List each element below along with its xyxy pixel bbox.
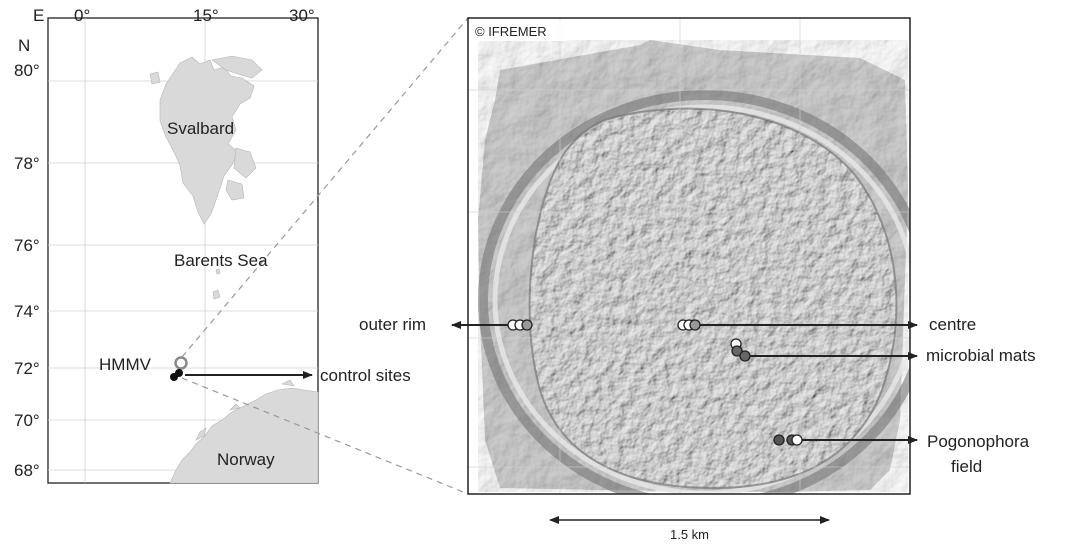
latitude-axis-letter: N [18, 36, 31, 55]
scale-label: 1.5 km [670, 527, 710, 542]
hmmv-marker [174, 356, 188, 370]
outer-rim-label: outer rim [359, 315, 427, 334]
bathymetry-map [451, 17, 918, 524]
lat-tick-76: 76° [14, 236, 40, 255]
lat-tick-72: 72° [14, 359, 40, 378]
hmmv-label: HMMV [99, 355, 151, 374]
control-site-dot-2 [175, 369, 183, 377]
zoom-connector-bottom [181, 377, 469, 495]
lat-tick-78: 78° [14, 154, 40, 173]
lat-tick-70: 70° [14, 411, 40, 430]
lon-tick-0: 0° [74, 6, 91, 25]
zoom-connector-top [181, 17, 469, 358]
lat-tick-74: 74° [14, 302, 40, 321]
svalbard-landmass [149, 55, 263, 225]
pogonophora-markers [773, 434, 803, 446]
pogonophora-label-line1: Pogonophora [927, 432, 1030, 451]
norway-landmass [169, 379, 319, 484]
longitude-axis-letter: E [33, 6, 45, 25]
lat-tick-68: 68° [14, 461, 40, 480]
lat-tick-80: 80° [14, 61, 40, 80]
bathymetry-relief [468, 18, 910, 494]
bathymetry-map-frame [467, 17, 911, 495]
bear-island [212, 268, 221, 300]
centre-markers [677, 319, 701, 331]
microbial-mats-label: microbial mats [926, 346, 1036, 365]
bathymetry-grid [468, 18, 910, 494]
svalbard-label: Svalbard [167, 119, 235, 138]
microbial-mats-markers [730, 338, 751, 362]
overview-map [47, 17, 319, 484]
control-sites-label: control sites [320, 366, 411, 385]
centre-label: centre [929, 315, 977, 334]
pogonophora-label-line2: field [951, 457, 983, 476]
ifremer-credit: © IFREMER [475, 24, 547, 39]
lon-tick-30: 30° [289, 6, 315, 25]
norway-label: Norway [217, 450, 275, 469]
outer-rim-markers [507, 319, 533, 331]
barents-sea-label: Barents Sea [174, 251, 268, 270]
lon-tick-15: 15° [193, 6, 219, 25]
